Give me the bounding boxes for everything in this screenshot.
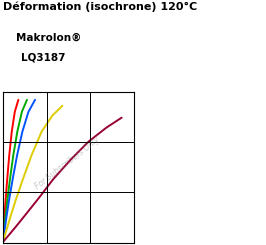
Text: Makrolon®: Makrolon® (16, 33, 81, 43)
Text: LQ3187: LQ3187 (21, 53, 66, 63)
Text: Déformation (isochrone) 120°C: Déformation (isochrone) 120°C (3, 1, 197, 12)
Text: For Subscribers Only: For Subscribers Only (34, 135, 102, 191)
